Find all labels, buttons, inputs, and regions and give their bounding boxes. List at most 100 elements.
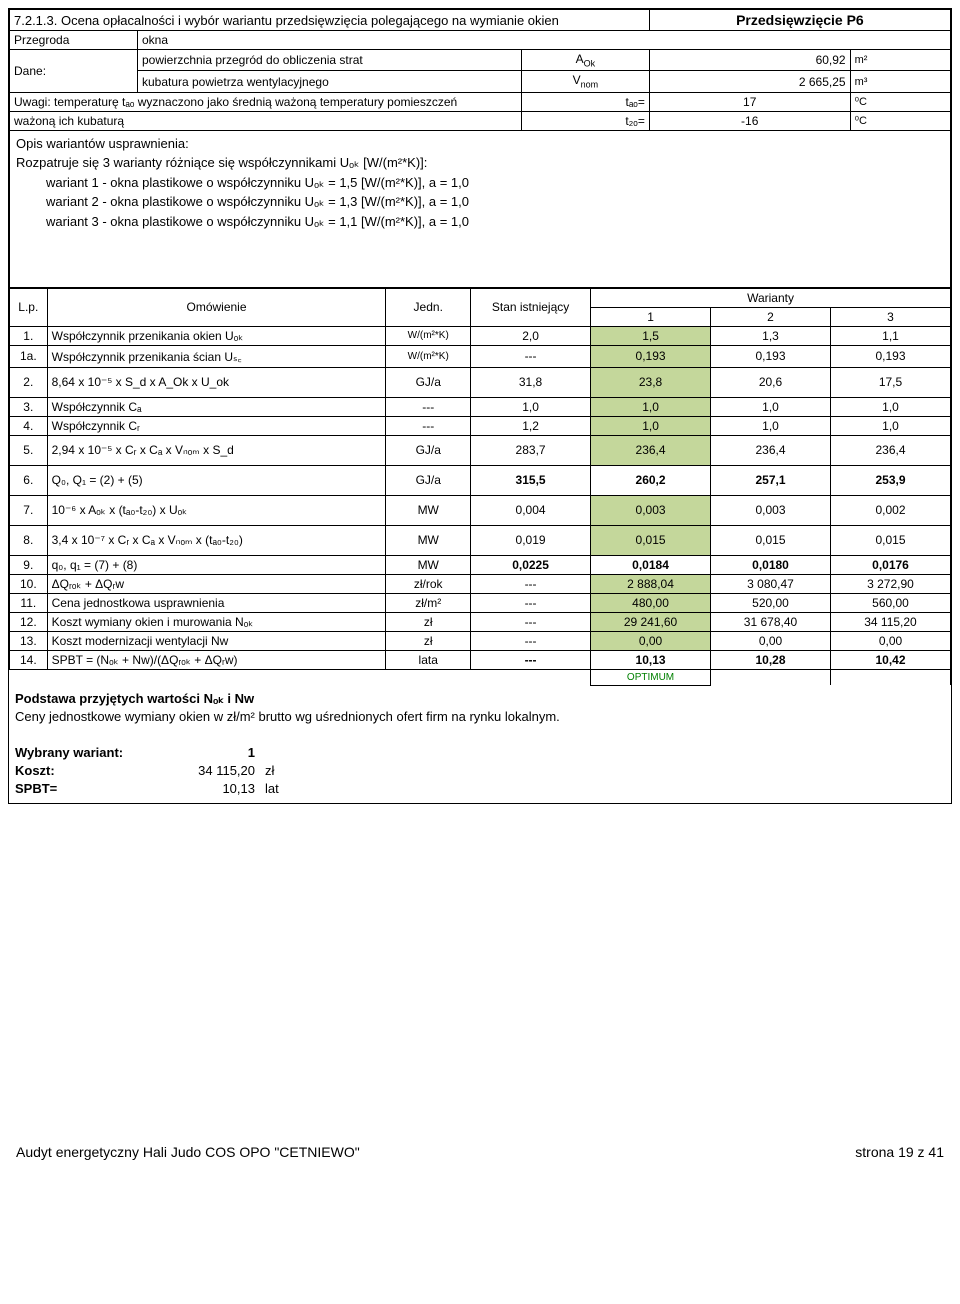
cell: 1,5 [591, 326, 711, 345]
cell: 29 241,60 [591, 612, 711, 631]
cell: 0,0184 [591, 555, 711, 574]
cell: 0,193 [591, 345, 711, 367]
cell: GJ/a [386, 435, 471, 465]
dane2-sym: Vnom [521, 71, 649, 92]
cell: GJ/a [386, 367, 471, 397]
cell: 31 678,40 [711, 612, 831, 631]
spbt-label: SPBT= [15, 780, 155, 798]
cell: 10,13 [591, 650, 711, 669]
cell: 5. [10, 435, 48, 465]
cell: 1,1 [830, 326, 950, 345]
opis-w2: wariant 2 - okna plastikowe o współczynn… [16, 193, 944, 211]
cell: 0,015 [591, 525, 711, 555]
hdr-lp: L.p. [10, 288, 48, 326]
cell: 0,0176 [830, 555, 950, 574]
uwagi2: ważoną ich kubaturą [10, 111, 522, 130]
cell: 236,4 [711, 435, 831, 465]
table-row: 1.Współczynnik przenikania okien UₒₖW/(m… [10, 326, 951, 345]
przegroda-value: okna [137, 31, 950, 50]
cell: 1,0 [711, 397, 831, 416]
main-table: L.p. Omówienie Jedn. Stan istniejący War… [9, 288, 951, 686]
wybrany-label: Wybrany wariant: [15, 744, 155, 762]
cell: 2,0 [471, 326, 591, 345]
table-row: 10.ΔQᵣₒₖ + ΔQᵣwzł/rok---2 888,043 080,47… [10, 574, 951, 593]
cell: 11. [10, 593, 48, 612]
cell: 6. [10, 465, 48, 495]
cell: 0,00 [711, 631, 831, 650]
cell: 3 080,47 [711, 574, 831, 593]
cell: 0,0225 [471, 555, 591, 574]
page-footer: Audyt energetyczny Hali Judo COS OPO "CE… [8, 1144, 952, 1160]
koszt-unit: zł [265, 762, 274, 780]
cell: 12. [10, 612, 48, 631]
cell: Współczynnik przenikania ścian Uₛ꜀ [47, 345, 386, 367]
table-row: 2.8,64 x 10⁻⁵ x S_d x A_Ok x U_okGJ/a31,… [10, 367, 951, 397]
cell: 283,7 [471, 435, 591, 465]
cell: 0,003 [591, 495, 711, 525]
koszt-label: Koszt: [15, 762, 155, 780]
optimum-label: OPTIMUM [591, 669, 711, 685]
wybrany-val: 1 [165, 744, 255, 762]
table-row: 8.3,4 x 10⁻⁷ x Cᵣ x Cₐ x Vₙₒₘ x (tₐ₀-t₂₀… [10, 525, 951, 555]
cell: 0,0180 [711, 555, 831, 574]
cell: SPBT = (Nₒₖ + Nw)/(ΔQᵣₒₖ + ΔQᵣw) [47, 650, 386, 669]
table-row: 13.Koszt modernizacji wentylacji Nwzł---… [10, 631, 951, 650]
title-right: Przedsięwzięcie P6 [649, 10, 950, 31]
dane2-val: 2 665,25 [649, 71, 850, 92]
hdr-omow: Omówienie [47, 288, 386, 326]
cell: 17,5 [830, 367, 950, 397]
cell: 315,5 [471, 465, 591, 495]
cell: 0,019 [471, 525, 591, 555]
cell: 0,00 [830, 631, 950, 650]
cell: 1,0 [711, 416, 831, 435]
cell: 0,003 [711, 495, 831, 525]
cell: 257,1 [711, 465, 831, 495]
cell: 0,015 [830, 525, 950, 555]
dane1-label: powierzchnia przegród do obliczenia stra… [137, 50, 521, 71]
cell: 31,8 [471, 367, 591, 397]
cell: 0,002 [830, 495, 950, 525]
cell: Q₀, Q₁ = (2) + (5) [47, 465, 386, 495]
opis-w1: wariant 1 - okna plastikowe o współczynn… [16, 174, 944, 192]
opis-intro: Rozpatruje się 3 warianty różniące się w… [16, 154, 944, 172]
cell: --- [386, 416, 471, 435]
table-row: 6.Q₀, Q₁ = (2) + (5)GJ/a315,5260,2257,12… [10, 465, 951, 495]
cell: 1. [10, 326, 48, 345]
cell: 1,0 [471, 397, 591, 416]
cell: MW [386, 555, 471, 574]
cell: ΔQᵣₒₖ + ΔQᵣw [47, 574, 386, 593]
cell: 2. [10, 367, 48, 397]
cell: 2,94 x 10⁻⁵ x Cᵣ x Cₐ x Vₙₒₘ x S_d [47, 435, 386, 465]
cell: --- [471, 345, 591, 367]
cell: 2 888,04 [591, 574, 711, 593]
spbt-unit: lat [265, 780, 279, 798]
cell: --- [471, 650, 591, 669]
opis-block: Opis wariantów usprawnienia: Rozpatruje … [9, 131, 951, 288]
cell: 23,8 [591, 367, 711, 397]
cell: 4. [10, 416, 48, 435]
footer-left: Audyt energetyczny Hali Judo COS OPO "CE… [16, 1144, 360, 1160]
cell: GJ/a [386, 465, 471, 495]
uwagi1-sym: tₐₒ= [521, 92, 649, 111]
cell: 10⁻⁶ x Aₒₖ x (tₐ₀-t₂₀) x Uₒₖ [47, 495, 386, 525]
cell: MW [386, 525, 471, 555]
cell: zł/m² [386, 593, 471, 612]
cell: 10,28 [711, 650, 831, 669]
opis-title: Opis wariantów usprawnienia: [16, 135, 944, 153]
table-row: 12.Koszt wymiany okien i murowania Nₒₖzł… [10, 612, 951, 631]
cell: 7. [10, 495, 48, 525]
dane1-sym: AOk [521, 50, 649, 71]
cell: 0,004 [471, 495, 591, 525]
uwagi1-unit: ⁰C [850, 92, 950, 111]
hdr-jedn: Jedn. [386, 288, 471, 326]
cell: q₀, q₁ = (7) + (8) [47, 555, 386, 574]
cell: 0,193 [830, 345, 950, 367]
cell: Współczynnik przenikania okien Uₒₖ [47, 326, 386, 345]
cell: 1a. [10, 345, 48, 367]
cell: 560,00 [830, 593, 950, 612]
cell: 8. [10, 525, 48, 555]
cell: 14. [10, 650, 48, 669]
uwagi1: Uwagi: temperaturę tₐₒ wyznaczono jako ś… [10, 92, 522, 111]
cell: Współczynnik Cᵣ [47, 416, 386, 435]
cell: 0,015 [711, 525, 831, 555]
